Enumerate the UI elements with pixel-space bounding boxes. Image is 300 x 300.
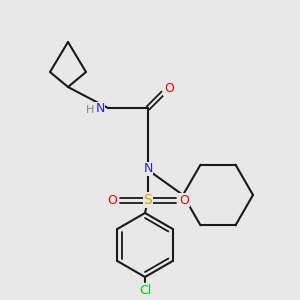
Text: Cl: Cl: [139, 284, 151, 296]
Text: S: S: [144, 193, 152, 207]
Text: O: O: [107, 194, 117, 206]
Text: N: N: [95, 103, 105, 116]
Text: N: N: [143, 163, 153, 176]
Text: O: O: [164, 82, 174, 95]
Text: H: H: [86, 105, 94, 115]
Text: O: O: [179, 194, 189, 206]
